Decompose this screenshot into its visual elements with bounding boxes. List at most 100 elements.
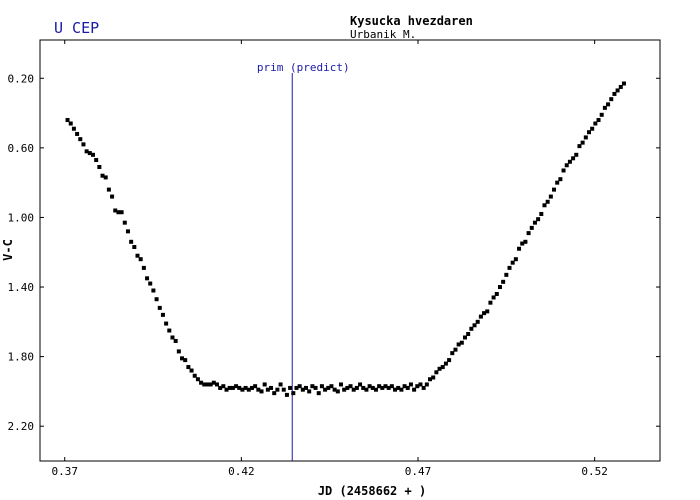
x-tick-label: 0.37 — [51, 465, 78, 478]
data-point — [278, 382, 283, 387]
data-point — [593, 121, 598, 126]
data-point — [354, 385, 359, 390]
data-point — [577, 144, 582, 149]
data-point — [151, 288, 156, 293]
data-point — [574, 152, 579, 157]
data-point — [552, 187, 557, 192]
data-point — [580, 140, 585, 145]
data-point — [424, 382, 429, 387]
data-point — [415, 384, 420, 389]
data-point — [586, 130, 591, 135]
data-point — [437, 366, 442, 371]
data-point — [135, 253, 140, 258]
data-point — [618, 84, 623, 89]
data-point — [348, 384, 353, 389]
data-point — [180, 356, 185, 361]
data-point — [615, 88, 620, 93]
data-point — [221, 384, 226, 389]
data-point — [246, 387, 251, 392]
data-point — [558, 177, 563, 182]
data-point — [456, 342, 461, 347]
y-tick-label: 1.00 — [8, 211, 35, 224]
data-point — [405, 385, 410, 390]
data-point — [94, 158, 99, 163]
x-tick-label: 0.47 — [405, 465, 432, 478]
data-point — [338, 382, 343, 387]
x-tick-label: 0.52 — [581, 465, 608, 478]
data-point — [119, 210, 124, 215]
data-point — [539, 211, 544, 216]
data-point — [542, 203, 547, 208]
data-point — [380, 385, 385, 390]
data-point — [329, 384, 334, 389]
data-point — [408, 382, 413, 387]
data-point — [453, 347, 458, 352]
data-point — [125, 229, 130, 234]
data-point — [195, 377, 200, 382]
data-point — [129, 239, 134, 244]
data-point — [389, 384, 394, 389]
data-point — [281, 387, 286, 392]
data-point — [84, 149, 89, 154]
data-point — [342, 387, 347, 392]
data-point — [113, 208, 118, 213]
data-point — [402, 384, 407, 389]
data-point — [599, 112, 604, 117]
data-point — [428, 377, 433, 382]
data-point — [459, 340, 464, 345]
data-point — [307, 389, 312, 394]
observatory-name: Kysucka hvezdaren — [350, 14, 473, 28]
data-point — [583, 135, 588, 140]
data-point — [297, 384, 302, 389]
data-point — [256, 387, 261, 392]
y-axis-label: V-C — [1, 239, 15, 261]
data-point — [520, 241, 525, 246]
data-point — [164, 321, 169, 326]
data-point — [443, 361, 448, 366]
data-point — [300, 387, 305, 392]
data-point — [90, 152, 95, 157]
data-point — [68, 121, 73, 126]
data-point — [275, 387, 280, 392]
data-point — [310, 384, 315, 389]
data-point — [345, 385, 350, 390]
data-point — [332, 387, 337, 392]
data-point — [205, 382, 210, 387]
data-point — [167, 328, 172, 333]
data-point — [160, 312, 165, 317]
data-point — [237, 385, 242, 390]
data-point — [103, 175, 108, 180]
y-tick-label: 0.20 — [8, 72, 35, 85]
data-point — [249, 385, 254, 390]
data-point — [243, 385, 248, 390]
data-point — [523, 239, 528, 244]
data-point — [141, 265, 146, 270]
data-point — [335, 389, 340, 394]
data-point — [208, 382, 213, 387]
data-point — [606, 102, 611, 107]
data-point — [377, 384, 382, 389]
data-point — [75, 131, 80, 136]
y-tick-label: 2.20 — [8, 420, 35, 433]
data-point — [259, 389, 264, 394]
data-point — [234, 384, 239, 389]
data-point — [602, 105, 607, 110]
data-point — [485, 309, 490, 314]
data-point — [269, 385, 274, 390]
data-point — [157, 305, 162, 310]
data-point — [319, 384, 324, 389]
data-point — [262, 382, 267, 387]
data-point — [412, 387, 417, 392]
data-point — [399, 387, 404, 392]
data-point — [240, 387, 245, 392]
data-point — [364, 387, 369, 392]
data-point — [494, 291, 499, 296]
data-point — [304, 385, 309, 390]
data-point — [529, 225, 534, 230]
data-point — [87, 151, 92, 156]
data-point — [513, 257, 518, 262]
data-point — [122, 220, 127, 225]
data-point — [361, 385, 366, 390]
data-point — [132, 245, 137, 250]
data-point — [472, 323, 477, 328]
